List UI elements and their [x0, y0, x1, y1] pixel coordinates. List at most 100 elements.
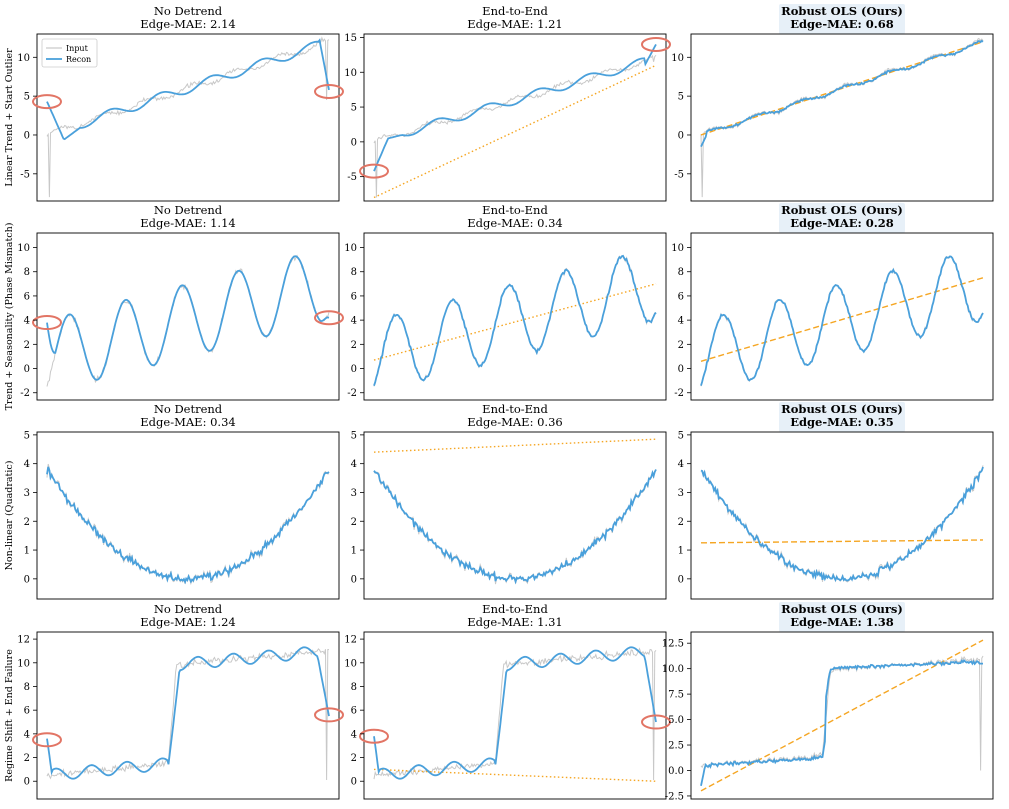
- y-tick-label: 1: [351, 546, 357, 557]
- panel-r1-c2: Robust OLS (Ours)Edge-MAE: 0.28 -2 0 2 4 6 8 10: [671, 203, 994, 401]
- y-tick-label: 1: [24, 546, 30, 557]
- y-tick-label: 0: [24, 364, 30, 375]
- panel-title: No Detrend: [154, 602, 223, 616]
- edge-highlight-ellipse: [32, 315, 62, 331]
- y-axis-label: Trend + Seasonality (Phase Mismatch): [4, 223, 15, 411]
- panel-subtitle: Edge-MAE: 0.34: [140, 415, 235, 429]
- panel-subtitle: Edge-MAE: 1.24: [140, 615, 235, 629]
- panel-title: No Detrend: [154, 203, 223, 217]
- panel-subtitle: Edge-MAE: 1.21: [467, 17, 562, 31]
- recon-series-line: [700, 255, 984, 386]
- panel-subtitle: Edge-MAE: 0.28: [790, 216, 894, 230]
- y-tick-label: -2.5: [665, 791, 684, 802]
- y-axis-label: Regime Shift + End Failure: [4, 649, 15, 782]
- y-tick-label: 10: [17, 243, 30, 254]
- panel-title: Robust OLS (Ours): [781, 203, 903, 217]
- y-tick-label: 12: [17, 635, 30, 646]
- panel-title: No Detrend: [154, 402, 223, 416]
- y-tick-label: 4: [678, 316, 684, 327]
- plot-area: [46, 36, 330, 198]
- recon-series-line: [700, 466, 984, 582]
- plot-area: [700, 465, 984, 583]
- recon-series-line: [700, 659, 983, 786]
- y-tick-label: 5: [24, 430, 30, 441]
- y-tick-label: -2: [347, 388, 357, 399]
- recon-series-line: [373, 254, 657, 386]
- panel-r3-c2: Robust OLS (Ours)Edge-MAE: 1.38 -2.5 0.0 2.…: [662, 602, 994, 802]
- y-tick-label: 10: [17, 53, 30, 64]
- y-tick-label: -2: [674, 388, 684, 399]
- axes-frame: [36, 631, 340, 800]
- title-highlight-box: [779, 402, 905, 432]
- y-tick-label: 4: [678, 459, 684, 470]
- recon-series-line: [700, 39, 984, 148]
- input-series-line: [46, 648, 330, 781]
- panel-title: Robust OLS (Ours): [781, 602, 903, 616]
- plot-area: [700, 37, 984, 198]
- axes-frame: [36, 431, 340, 600]
- edge-highlight-ellipse: [359, 728, 389, 744]
- y-tick-label: 2: [24, 753, 30, 764]
- panel-subtitle: Edge-MAE: 1.38: [790, 615, 894, 629]
- axes-frame: [36, 33, 340, 202]
- edge-highlight-ellipse: [314, 310, 344, 326]
- trend-line: [373, 283, 657, 361]
- axes-frame: [690, 33, 994, 202]
- y-tick-label: 4: [24, 316, 30, 327]
- y-tick-label: -5: [347, 172, 357, 183]
- y-tick-label: 0: [351, 574, 357, 585]
- trend-line: [700, 539, 984, 544]
- recon-series-line: [46, 38, 330, 141]
- y-tick-label: 10.0: [662, 664, 684, 675]
- y-tick-label: 8: [24, 682, 30, 693]
- panel-r0-c2: Robust OLS (Ours)Edge-MAE: 0.68 -5 0 5 10: [671, 4, 994, 202]
- y-tick-label: 2: [351, 340, 357, 351]
- y-tick-label: 4: [24, 459, 30, 470]
- y-tick-label: 4: [24, 729, 30, 740]
- trend-line: [373, 438, 657, 453]
- panel-subtitle: Edge-MAE: 2.14: [140, 17, 235, 31]
- y-tick-label: 0: [24, 574, 30, 585]
- y-tick-label: 8: [24, 267, 30, 278]
- y-tick-label: 5.0: [668, 715, 684, 726]
- y-tick-label: 2: [678, 340, 684, 351]
- y-tick-label: 15: [344, 33, 357, 44]
- panel-subtitle: Edge-MAE: 0.68: [790, 17, 894, 31]
- y-tick-label: 8: [351, 267, 357, 278]
- axes-frame: [363, 431, 667, 600]
- y-tick-label: 0: [351, 137, 357, 148]
- plot-area: [700, 639, 984, 792]
- edge-highlight-ellipse: [359, 163, 389, 179]
- axes-frame: [690, 631, 994, 800]
- y-tick-label: 10: [344, 68, 357, 79]
- y-tick-label: 6: [24, 291, 30, 302]
- y-tick-label: 2: [351, 753, 357, 764]
- legend-input-label: Input: [66, 44, 89, 53]
- edge-highlight-ellipse: [641, 714, 671, 730]
- y-tick-label: 10: [671, 243, 684, 254]
- y-tick-label: -5: [674, 169, 684, 180]
- axes-frame: [690, 431, 994, 600]
- y-tick-label: 6: [351, 706, 357, 717]
- y-tick-label: 0: [678, 130, 684, 141]
- axes-frame: [363, 33, 667, 202]
- panel-title: Robust OLS (Ours): [781, 402, 903, 416]
- input-series-line: [700, 37, 984, 198]
- panel-title: End-to-End: [482, 602, 548, 616]
- legend-box: [41, 38, 98, 68]
- y-tick-label: 2: [24, 517, 30, 528]
- panel-subtitle: Edge-MAE: 0.36: [467, 415, 562, 429]
- plot-area: [700, 255, 984, 387]
- panel-subtitle: Edge-MAE: 0.35: [790, 415, 894, 429]
- y-tick-label: 2: [351, 517, 357, 528]
- plot-area: [373, 646, 657, 782]
- y-tick-label: 6: [678, 291, 684, 302]
- y-tick-label: 4: [351, 316, 357, 327]
